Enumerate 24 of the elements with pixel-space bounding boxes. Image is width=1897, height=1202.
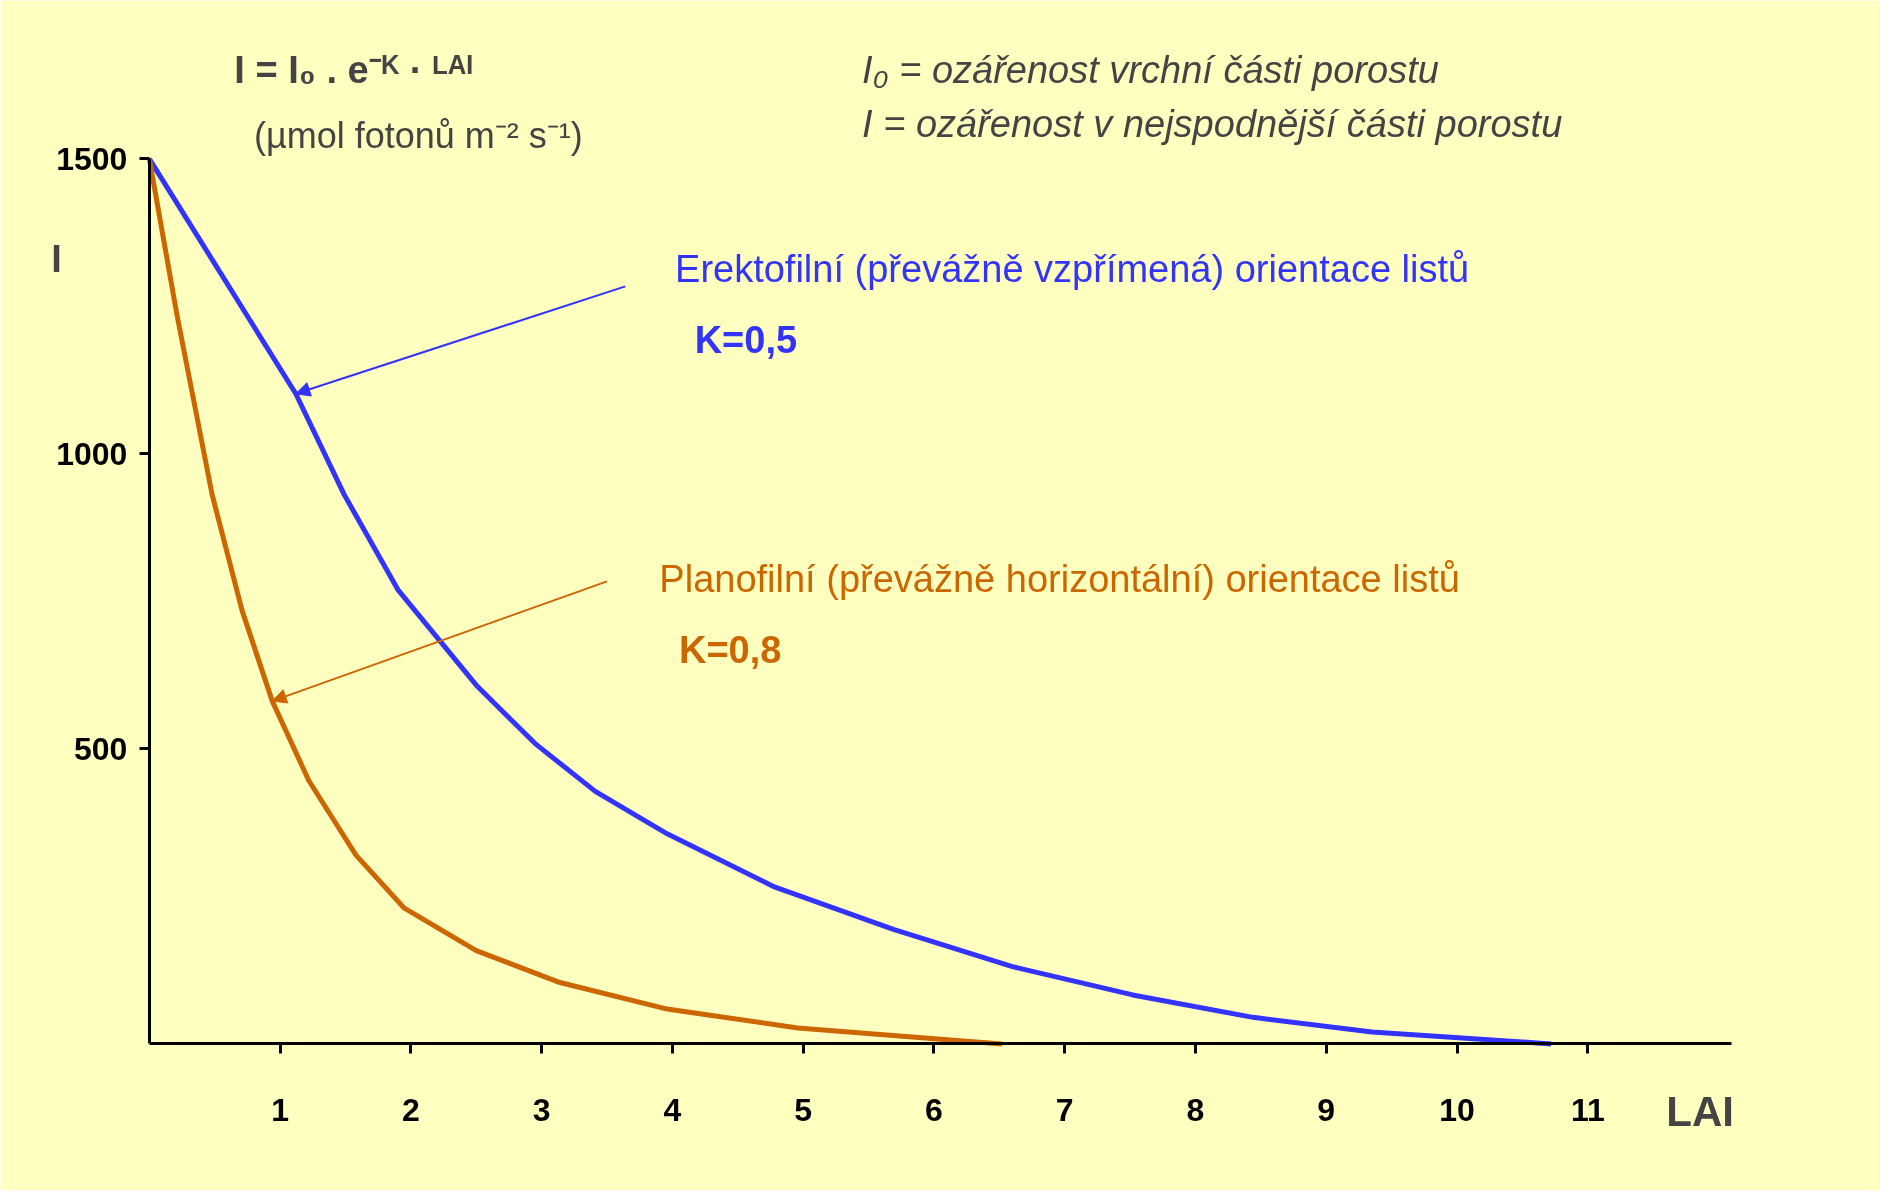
x-tick-label: 4 <box>663 1091 682 1128</box>
chart-subtitle: (µmol fotonů m⁻² s⁻¹) <box>253 114 583 156</box>
y-tick-label: 500 <box>73 730 128 767</box>
text: Planofilní (převážně horizontální) orientace listů <box>659 557 1460 600</box>
x-tick-label: 5 <box>794 1091 813 1128</box>
y-axis-title: I <box>51 238 62 281</box>
x-tick-label: 7 <box>1055 1091 1074 1128</box>
x-tick-label: 6 <box>925 1091 943 1128</box>
x-tick-label: 8 <box>1186 1091 1205 1128</box>
y-tick-label: 1000 <box>56 435 128 472</box>
text: I = ozářenost v nejspodnější části porostu <box>862 102 1563 145</box>
y-tick-label: 1500 <box>56 140 128 177</box>
annotation: K=0,5 <box>694 319 798 362</box>
text: Erektofilní (převážně vzpřímená) orientace listů <box>675 248 1470 291</box>
text: I₀ = ozářenost vrchní části porostu <box>862 49 1439 92</box>
x-tick-label: 1 <box>271 1091 290 1128</box>
x-tick-label: 3 <box>532 1091 551 1128</box>
x-tick-label: 11 <box>1570 1091 1605 1128</box>
x-tick-label: 2 <box>401 1091 420 1128</box>
chart-title: I = I₀ . e⁻ᴷ · ᴸᴬᴵ <box>234 49 474 92</box>
x-tick-label: 9 <box>1317 1091 1336 1128</box>
annotation: K=0,8 <box>678 628 782 671</box>
x-tick-label: 10 <box>1439 1091 1475 1128</box>
x-axis-title: LAI <box>1666 1088 1734 1136</box>
